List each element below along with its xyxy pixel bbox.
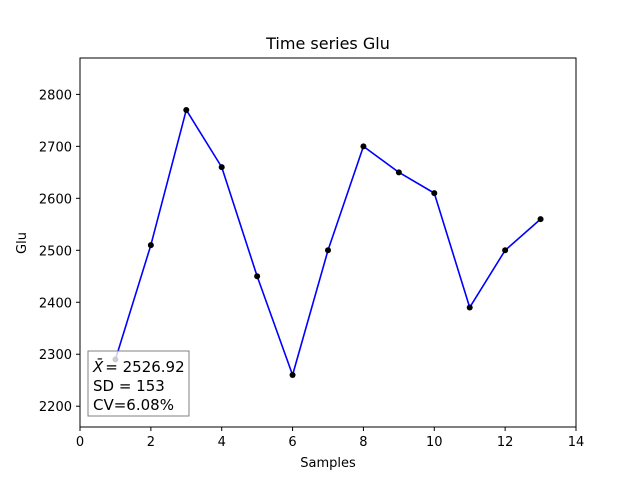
plot-area-frame: [79, 57, 577, 428]
data-point: [325, 247, 331, 254]
y-axis-label: Glu: [15, 232, 30, 254]
x-tick-label: 8: [359, 435, 367, 450]
x-tick-label: 0: [76, 435, 84, 450]
data-point: [431, 190, 438, 197]
stats-box: X̄ = 2526.92 SD = 153 CV=6.08%: [87, 350, 190, 417]
data-point: [147, 242, 154, 249]
data-point: [502, 247, 509, 254]
y-tick-label: 2400: [39, 296, 72, 311]
data-point: [254, 273, 261, 280]
x-tick-label: 6: [288, 435, 296, 450]
y-tick-label: 2500: [39, 244, 72, 259]
stats-box-frame: [87, 350, 190, 417]
stats-mean-value: = 2526.92: [105, 358, 184, 376]
stats-sd: SD = 153: [93, 377, 165, 395]
stats-cv: CV=6.08%: [93, 396, 174, 414]
data-point: [218, 164, 225, 171]
stats-mean: X̄ = 2526.92: [92, 357, 185, 376]
y-tick-label: 2200: [39, 400, 72, 415]
x-tick-label: 14: [568, 435, 585, 450]
x-tick-label: 2: [147, 435, 155, 450]
data-point: [537, 216, 544, 223]
data-point: [395, 169, 402, 176]
data-point: [360, 143, 367, 150]
data-point: [289, 372, 296, 379]
chart-title: Time series Glu: [265, 34, 390, 53]
y-tick-label: 2700: [39, 140, 72, 155]
y-axis-ticks: 2200 2300 2400 2500 2600 2700 2800: [39, 88, 80, 415]
x-tick-label: 10: [426, 435, 443, 450]
x-tick-label: 4: [218, 435, 226, 450]
y-tick-label: 2800: [39, 88, 72, 103]
y-tick-label: 2300: [39, 348, 72, 363]
x-axis-label: Samples: [300, 456, 356, 471]
data-point: [466, 304, 473, 311]
stats-mean-symbol: X̄: [92, 357, 104, 376]
y-tick-label: 2600: [39, 192, 72, 207]
x-axis-ticks: 0 2 4 6 8 10 12 14: [76, 427, 584, 450]
x-tick-label: 12: [497, 435, 514, 450]
data-point: [183, 106, 190, 113]
